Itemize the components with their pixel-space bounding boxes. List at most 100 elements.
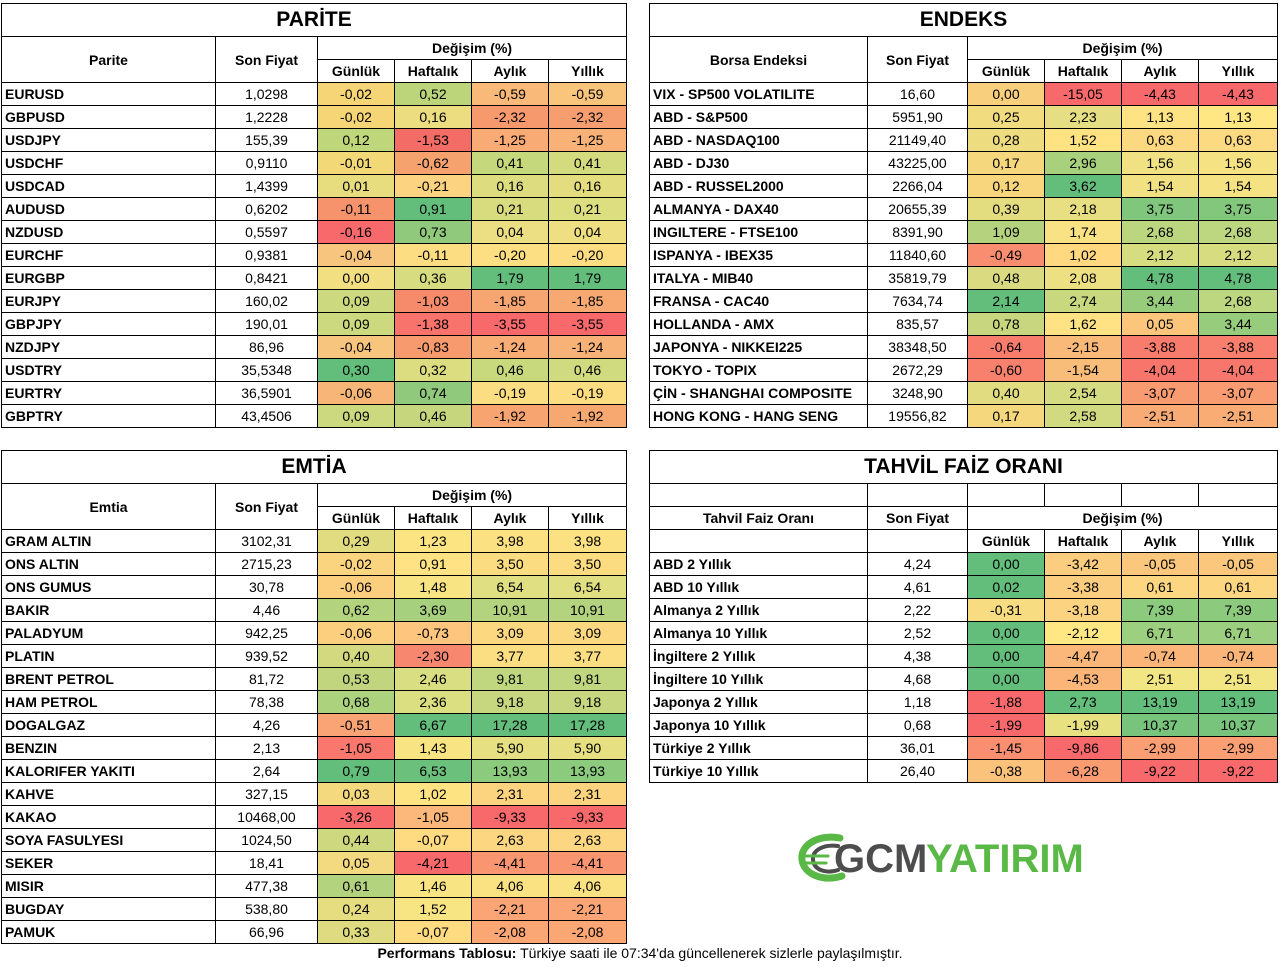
- emtia-row-yearly: -4,41: [547, 851, 628, 875]
- emtia-row-weekly: 1,23: [394, 529, 472, 553]
- emtia-row-weekly: -0,07: [394, 920, 472, 944]
- emtia-row-daily: -0,06: [317, 621, 395, 645]
- tahvil-row-monthly: -2,99: [1121, 736, 1199, 760]
- parite-row-yearly: 0,04: [547, 220, 628, 244]
- emtia-row: ONS ALTIN 2715,23 -0,02 0,91 3,50 3,50: [1, 552, 628, 576]
- emtia-row-price: 939,52: [215, 644, 318, 668]
- endeks-row-weekly: 1,02: [1044, 243, 1122, 267]
- footer: Performans Tablosu: Türkiye saati ile 07…: [0, 945, 1280, 961]
- tahvil-row-monthly: 6,71: [1121, 621, 1199, 645]
- tahvil-row-weekly: -3,42: [1044, 552, 1122, 576]
- tahvil-row-yearly: -0,74: [1197, 644, 1279, 668]
- tahvil-row-daily: -0,38: [967, 759, 1045, 783]
- parite-row-yearly: -3,55: [547, 312, 628, 336]
- parite-row-daily: -0,11: [317, 197, 395, 221]
- parite-row-yearly: 0,21: [547, 197, 628, 221]
- endeks-row: FRANSA - CAC40 7634,74 2,14 2,74 3,44 2,68: [649, 289, 1279, 313]
- parite-row-weekly: -1,03: [394, 289, 472, 313]
- emtia-row-yearly: 9,18: [547, 690, 628, 714]
- parite-row-weekly: -0,21: [394, 174, 472, 198]
- parite-row-monthly: -1,92: [471, 404, 549, 428]
- endeks-row-name: ABD - DJ30: [649, 151, 868, 175]
- tahvil-row-name: İngiltere 2 Yıllık: [649, 644, 868, 668]
- emtia-row-weekly: 1,48: [394, 575, 472, 599]
- parite-row-monthly: -0,20: [471, 243, 549, 267]
- parite-row-weekly: 0,36: [394, 266, 472, 290]
- endeks-row-monthly: 0,63: [1121, 128, 1199, 152]
- parite-row-monthly: 0,21: [471, 197, 549, 221]
- parite-row-yearly: -1,92: [547, 404, 628, 428]
- emtia-row-yearly: -2,21: [547, 897, 628, 921]
- emtia-row-price: 327,15: [215, 782, 318, 806]
- parite-row-yearly: 0,46: [547, 358, 628, 382]
- emtia-row-yearly: 2,63: [547, 828, 628, 852]
- emtia-row-name: PALADYUM: [1, 621, 216, 645]
- parite-row-price: 155,39: [215, 128, 318, 152]
- emtia-row-monthly: 6,54: [471, 575, 549, 599]
- parite-row: USDJPY 155,39 0,12 -1,53 -1,25 -1,25: [1, 128, 628, 152]
- parite-row-name: EURTRY: [1, 381, 216, 405]
- parite-row-daily: 0,09: [317, 404, 395, 428]
- endeks-row-daily: 0,28: [967, 128, 1045, 152]
- tahvil-row-daily: 0,00: [967, 644, 1045, 668]
- emtia-row: GRAM ALTIN 3102,31 0,29 1,23 3,98 3,98: [1, 529, 628, 553]
- emtia-row: MISIR 477,38 0,61 1,46 4,06 4,06: [1, 874, 628, 898]
- tahvil-row-monthly: -9,22: [1121, 759, 1199, 783]
- endeks-row-yearly: 0,63: [1197, 128, 1279, 152]
- emtia-row-monthly: 2,63: [471, 828, 549, 852]
- parite-row-weekly: 0,16: [394, 105, 472, 129]
- emtia-row-name: BRENT PETROL: [1, 667, 216, 691]
- tahvil-row-daily: -1,99: [967, 713, 1045, 737]
- endeks-row-yearly: 3,75: [1197, 197, 1279, 221]
- parite-row-price: 0,9381: [215, 243, 318, 267]
- endeks-table: ENDEKS Borsa Endeksi Son Fiyat Değişim (…: [648, 3, 1279, 428]
- emtia-row-weekly: -4,21: [394, 851, 472, 875]
- tahvil-row: Türkiye 10 Yıllık 26,40 -0,38 -6,28 -9,22 -9,…: [649, 759, 1279, 783]
- endeks-row-yearly: -3,07: [1197, 381, 1279, 405]
- endeks-row-name: INGILTERE - FTSE100: [649, 220, 868, 244]
- parite-row-monthly: 0,46: [471, 358, 549, 382]
- emtia-row-price: 4,46: [215, 598, 318, 622]
- tahvil-row: Almanya 2 Yıllık 2,22 -0,31 -3,18 7,39 7,39: [649, 598, 1279, 622]
- parite-row-monthly: -0,19: [471, 381, 549, 405]
- tahvil-row-name: Almanya 2 Yıllık: [649, 598, 868, 622]
- parite-row-weekly: 0,91: [394, 197, 472, 221]
- emtia-row-daily: -1,05: [317, 736, 395, 760]
- tahvil-row: ABD 10 Yıllık 4,61 0,02 -3,38 0,61 0,61: [649, 575, 1279, 599]
- emtia-row-yearly: -9,33: [547, 805, 628, 829]
- emtia-row-weekly: -2,30: [394, 644, 472, 668]
- endeks-row: HOLLANDA - AMX 835,57 0,78 1,62 0,05 3,44: [649, 312, 1279, 336]
- parite-row: GBPTRY 43,4506 0,09 0,46 -1,92 -1,92: [1, 404, 628, 428]
- emtia-row-name: PLATIN: [1, 644, 216, 668]
- tahvil-row-name: Almanya 10 Yıllık: [649, 621, 868, 645]
- endeks-row-name: ISPANYA - IBEX35: [649, 243, 868, 267]
- emtia-row-yearly: 13,93: [547, 759, 628, 783]
- endeks-row-daily: 0,17: [967, 404, 1045, 428]
- emtia-row-name: SOYA FASULYESI: [1, 828, 216, 852]
- footer-label: Performans Tablosu:: [377, 945, 517, 961]
- parite-row-daily: -0,02: [317, 82, 395, 106]
- emtia-row-yearly: 17,28: [547, 713, 628, 737]
- tahvil-row-daily: -1,88: [967, 690, 1045, 714]
- endeks-row-weekly: 1,52: [1044, 128, 1122, 152]
- endeks-row-daily: 0,00: [967, 82, 1045, 106]
- endeks-row-daily: 0,12: [967, 174, 1045, 198]
- parite-row-weekly: 0,46: [394, 404, 472, 428]
- emtia-row-yearly: 5,90: [547, 736, 628, 760]
- parite-row-name: GBPJPY: [1, 312, 216, 336]
- parite-row-monthly: -1,85: [471, 289, 549, 313]
- parite-row-price: 1,4399: [215, 174, 318, 198]
- parite-row: USDCAD 1,4399 0,01 -0,21 0,16 0,16: [1, 174, 628, 198]
- tahvil-row-monthly: -0,74: [1121, 644, 1199, 668]
- emtia-row-monthly: -9,33: [471, 805, 549, 829]
- tahvil-row: ABD 2 Yıllık 4,24 0,00 -3,42 -0,05 -0,05: [649, 552, 1279, 576]
- tahvil-row-name: Türkiye 10 Yıllık: [649, 759, 868, 783]
- emtia-row-name: KAHVE: [1, 782, 216, 806]
- emtia-row-price: 78,38: [215, 690, 318, 714]
- emtia-col-daily: Günlük: [317, 506, 395, 530]
- parite-row-name: USDJPY: [1, 128, 216, 152]
- parite-row-monthly: -0,59: [471, 82, 549, 106]
- tahvil-row: İngiltere 2 Yıllık 4,38 0,00 -4,47 -0,74 -0,7…: [649, 644, 1279, 668]
- parite-row-yearly: -2,32: [547, 105, 628, 129]
- parite-row-daily: -0,16: [317, 220, 395, 244]
